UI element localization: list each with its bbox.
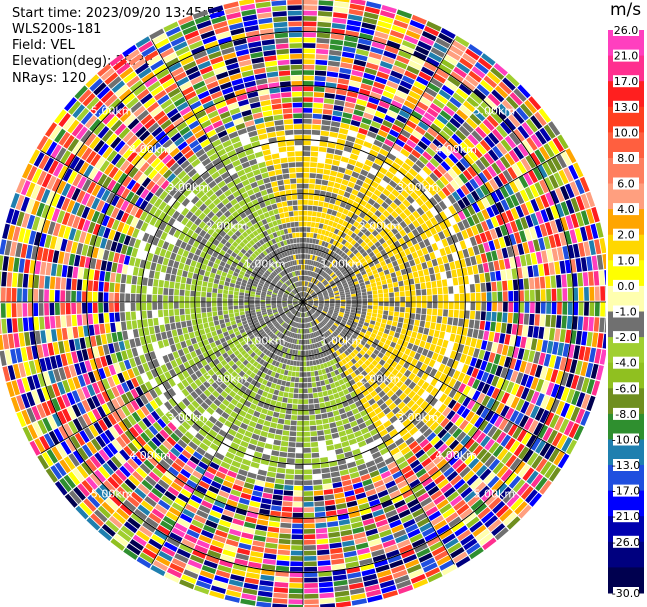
colorbar-tick-label: 13.0 (614, 101, 639, 114)
gate-group (16, 3, 606, 605)
azimuth-line (302, 301, 566, 454)
colorbar-tick-bg (613, 305, 639, 318)
colorbar-tick-label: 17.0 (614, 75, 639, 88)
range-label: 5.00km (474, 105, 516, 118)
colorbar-tick-label: 6.0 (617, 178, 635, 191)
colorbar-tick-bg (613, 203, 639, 216)
colorbar-tick-label: -1.0 (615, 306, 636, 319)
azimuth-line (302, 39, 455, 303)
colorbar-tick-bg (613, 331, 639, 344)
colorbar-tick-bg (613, 407, 639, 420)
colorbar-tick-bg (613, 177, 639, 190)
instrument-label: WLS200s-181 (12, 22, 102, 37)
colorbar-tick-label: -4.0 (615, 357, 636, 370)
colorbar-tick-label: -13.0 (612, 459, 640, 472)
colorbar-tick-bg (613, 254, 639, 267)
range-label: 5.00km (91, 487, 133, 500)
azimuth-line (40, 301, 304, 454)
colorbar-tick-label: 10.0 (614, 126, 639, 139)
range-label: 4.00km (435, 449, 477, 462)
range-labels: 1.00km 2.00km 3.00km 4.00km 5.00km 1.00km 2.00… (91, 105, 515, 501)
field-label: Field: VEL (12, 38, 75, 53)
colorbar-tick-bg (613, 126, 639, 139)
colorbar-tick-bg (613, 228, 639, 241)
range-label: 5.00km (474, 487, 516, 500)
range-label: 2.00km (359, 220, 401, 233)
range-label: 1.00km (244, 334, 286, 347)
colorbar-tick-label: -2.0 (615, 331, 636, 344)
colorbar-tick-bg (613, 433, 639, 446)
colorbar-tick-bg (613, 100, 639, 113)
azimuth-line (302, 301, 455, 565)
colorbar: 26.0 21.0 17.0 13.0 10.0 8.0 6.0 4.0 2.0 1.0 0.0 -1… (608, 24, 644, 600)
range-label: 2.00km (359, 373, 401, 386)
colorbar-tick-label: -30.0 (612, 587, 640, 600)
range-label: 5.00km (91, 105, 133, 118)
gate-group (2, 5, 588, 607)
colorbar-tick-label: 2.0 (617, 229, 635, 242)
colorbar-tick-bg (613, 49, 639, 62)
colorbar-tick-label: 0.0 (617, 280, 635, 293)
colorbar-tick-label: -6.0 (615, 382, 636, 395)
gate-group (22, 10, 606, 603)
range-label: 3.00km (167, 181, 209, 194)
azimuth-lines (0, 0, 606, 605)
colorbar-tick-bg (613, 382, 639, 395)
colorbar-tick-bg (613, 535, 639, 548)
ppi-plot: 1.00km 2.00km 3.00km 4.00km 5.00km 1.00km 2.00… (0, 0, 606, 607)
colorbar-tick-label: 1.0 (617, 254, 635, 267)
colorbar-unit: m/s (610, 0, 642, 20)
azimuth-line (40, 150, 304, 303)
range-label: 2.00km (206, 373, 248, 386)
start-time-label: Start time: 2023/09/20 13:45:53 (12, 6, 224, 21)
colorbar-tick-label: -10.0 (612, 434, 640, 447)
colorbar-tick-bg (613, 75, 639, 88)
colorbar-tick-label: 4.0 (617, 203, 635, 216)
colorbar-tick-bg (613, 24, 639, 36)
colorbar-tick-label: -26.0 (612, 536, 640, 549)
azimuth-line (302, 150, 566, 303)
azimuth-line (151, 39, 304, 303)
range-label: 1.00km (321, 334, 363, 347)
range-label: 4.00km (435, 143, 477, 156)
range-label: 3.00km (397, 411, 439, 424)
azimuth-line (151, 301, 304, 565)
colorbar-tick-label: 21.0 (614, 50, 639, 63)
colorbar-tick-label: -17.0 (612, 485, 640, 498)
colorbar-tick-bg (613, 279, 639, 292)
colorbar-tick-bg (613, 459, 639, 471)
nrays-label: NRays: 120 (12, 71, 87, 86)
colorbar-tick-label: 8.0 (617, 152, 635, 165)
colorbar-tick-label: -8.0 (615, 408, 636, 421)
range-label: 2.00km (206, 220, 248, 233)
range-label: 4.00km (129, 143, 171, 156)
colorbar-tick-bg (613, 484, 639, 497)
colorbar-tick-bg (613, 510, 639, 523)
range-label: 4.00km (129, 449, 171, 462)
colorbar-tick-bg (613, 587, 639, 599)
range-label: 1.00km (321, 258, 363, 271)
range-label: 3.00km (397, 181, 439, 194)
range-label: 3.00km (167, 411, 209, 424)
colorbar-tick-label: 26.0 (614, 24, 639, 37)
colorbar-tick-label: -21.0 (612, 510, 640, 523)
colorbar-tick-bg (613, 152, 639, 164)
range-label: 1.00km (244, 258, 286, 271)
colorbar-ticks: 26.0 21.0 17.0 13.0 10.0 8.0 6.0 4.0 2.0 1.0 0.0 -1… (612, 24, 640, 600)
colorbar-tick-bg (613, 356, 639, 369)
